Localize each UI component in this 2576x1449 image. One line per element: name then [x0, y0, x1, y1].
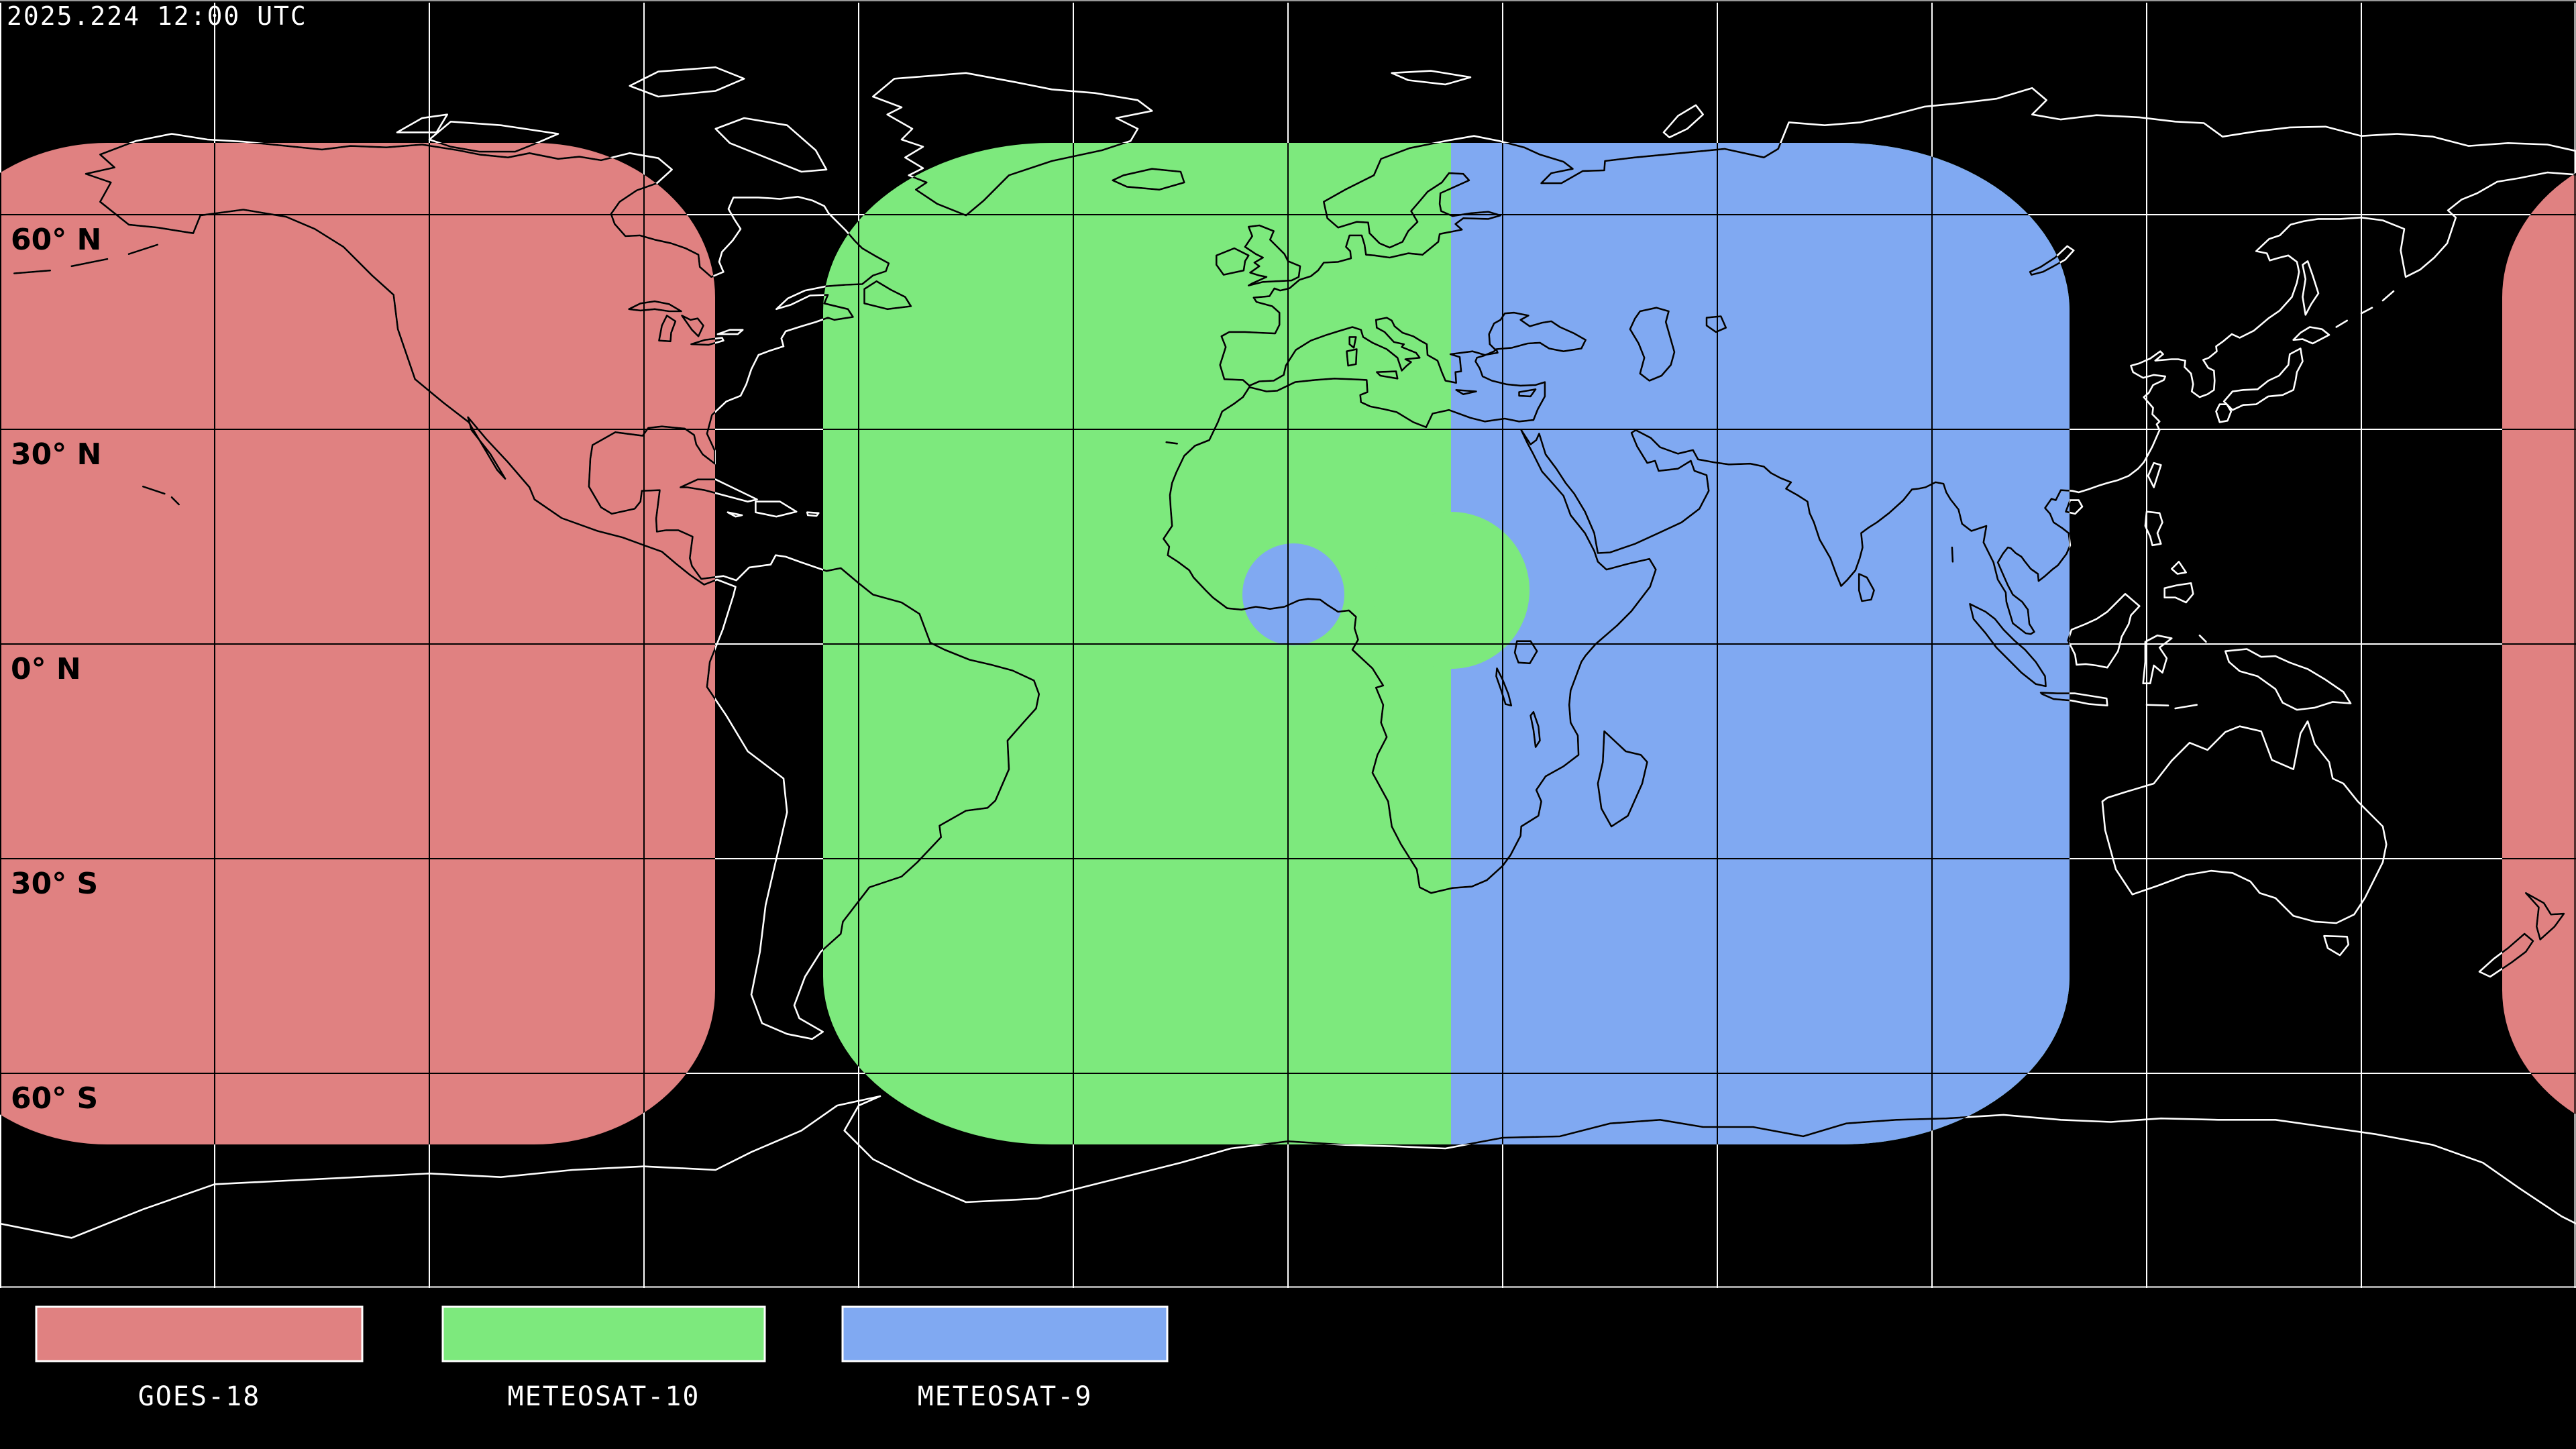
coastline-path [716, 329, 744, 335]
legend: GOES-18 METEOSAT-10 METEOSAT-9 [35, 1305, 1169, 1412]
coastline-path [1165, 441, 1178, 445]
coastline-path [1662, 104, 1704, 139]
coastline-path [1597, 730, 1648, 828]
coastline-path [727, 511, 743, 518]
coastline-path [2525, 892, 2565, 941]
legend-label-meteosat10: METEOSAT-10 [508, 1381, 700, 1412]
coastline-path [2302, 260, 2320, 316]
coastline-path [1529, 711, 1541, 748]
coastline-path [863, 280, 912, 311]
coastline-path [628, 300, 682, 313]
lat-label-60n: 60° N [11, 223, 101, 257]
coastline-path [1705, 315, 1727, 333]
coastline-path [2360, 307, 2373, 315]
coastline-path [1346, 348, 1358, 367]
coastline-path [2101, 720, 2387, 924]
coastline-path [1216, 247, 1250, 276]
coastline-path [1495, 667, 1513, 706]
coastline-path [396, 113, 448, 133]
coastline-path [806, 511, 820, 517]
coastline-path [85, 143, 1040, 1040]
coastline-path [755, 500, 798, 518]
coastline-path [170, 496, 180, 506]
coastline-path [2323, 934, 2350, 957]
coastline-path [13, 269, 51, 274]
coastline-path [2163, 582, 2194, 604]
coastline-path [2198, 634, 2207, 643]
coastline-path [1629, 307, 1676, 382]
coastline-path [1513, 640, 1538, 665]
coastline-path [2171, 561, 2187, 575]
coastline-path [1391, 70, 1472, 86]
coastline-path [1858, 573, 1875, 602]
coastline-path [2142, 634, 2173, 684]
meteosat9-overlap-disk [1242, 543, 1344, 645]
lat-label-0n: 0° N [11, 652, 81, 686]
latitude-labels: 60° N 30° N 0° N 30° S 60° S [11, 223, 101, 1116]
coastline-path [2145, 704, 2169, 706]
coastline-path [629, 66, 745, 98]
coastline-path [2174, 704, 2198, 710]
legend-swatch-meteosat9 [841, 1305, 1169, 1362]
coastline-path [2335, 319, 2348, 328]
coastline-path [2144, 511, 2163, 547]
coastline-path [428, 143, 559, 153]
legend-label-meteosat9: METEOSAT-9 [918, 1381, 1093, 1412]
coastline-path [2224, 648, 2352, 711]
coastline-path [142, 486, 166, 495]
coastline-path [2222, 347, 2304, 411]
legend-swatch-goes18 [35, 1305, 364, 1362]
coastline-path [2215, 403, 2233, 423]
coastline-path [1455, 389, 1477, 395]
legend-swatch-meteosat10 [441, 1305, 766, 1362]
coastline-path [2147, 462, 2162, 488]
lat-label-60s: 60° S [11, 1081, 98, 1116]
coastline-path [1518, 388, 1537, 398]
coastline-path [681, 315, 704, 337]
coastline-path [658, 315, 677, 343]
coastline-path [1244, 224, 1301, 286]
coastline-path [2381, 290, 2395, 302]
coastline-path [70, 258, 109, 268]
coastline-path [2067, 593, 2141, 669]
legend-label-goes18: GOES-18 [138, 1381, 261, 1412]
timestamp: 2025.224 12:00 UTC [7, 1, 307, 31]
coastline-path [2292, 326, 2330, 345]
meteosat10-bulge-circle [1373, 512, 1529, 669]
coastline-path [1951, 546, 1954, 563]
lat-label-30s: 30° S [11, 867, 98, 901]
lat-label-30n: 30° N [11, 437, 101, 472]
coastline-path [1348, 336, 1357, 349]
coastline-path [127, 244, 158, 255]
coastline-path [1376, 370, 1399, 380]
coastline-path [714, 117, 828, 173]
coastline-path [1969, 603, 2047, 688]
coastline-path [1112, 168, 1185, 191]
coastline-path [0, 1095, 2576, 1239]
